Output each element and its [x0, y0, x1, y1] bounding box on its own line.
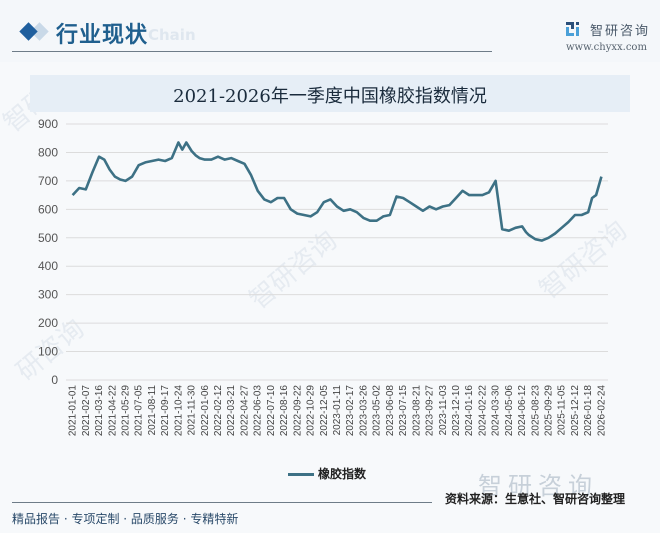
x-tick-label: 2023-07-15 — [398, 385, 409, 437]
data-source: 资料来源：生意社、智研咨询整理 — [445, 492, 626, 506]
x-tick-label: 2024-01-16 — [464, 385, 475, 437]
chart-title: 2021-2026年一季度中国橡胶指数情况 — [173, 86, 487, 107]
x-tick-label: 2025-09-29 — [544, 385, 555, 437]
x-tick-label: 2022-04-27 — [239, 385, 250, 437]
series-line — [71, 141, 603, 242]
x-tick-label: 2021-05-29 — [120, 385, 131, 437]
y-tick-label: 100 — [38, 345, 58, 359]
x-tick-label: 2023-06-08 — [385, 385, 396, 437]
legend-swatch — [288, 473, 314, 476]
x-tick-label: 2021-04-22 — [107, 385, 118, 437]
x-tick-label: 2024-03-30 — [491, 385, 502, 437]
x-tick-label: 2021-01-01 — [68, 385, 79, 437]
x-tick-label: 2024-06-12 — [517, 385, 528, 437]
x-tick-label: 2026-01-18 — [583, 385, 594, 437]
y-tick-label: 500 — [38, 231, 58, 245]
y-tick-label: 300 — [38, 288, 58, 302]
header-ghost-text: Chain — [148, 26, 196, 44]
x-tick-label: 2021-09-17 — [160, 385, 171, 437]
x-tick-label: 2021-10-24 — [173, 385, 184, 437]
brand-name: 智研咨询 — [590, 24, 651, 39]
y-tick-label: 600 — [38, 202, 58, 216]
legend-label: 橡胶指数 — [318, 467, 367, 481]
x-tick-label: 2023-01-11 — [332, 385, 343, 436]
y-tick-label: 200 — [38, 316, 58, 330]
x-tick-label: 2022-09-22 — [292, 385, 303, 437]
page-header: Chain 行业现状 智研咨询 www.chyxx.com — [0, 0, 660, 62]
header-divider — [12, 51, 492, 52]
y-tick-label: 800 — [38, 145, 58, 159]
x-tick-label: 2023-02-17 — [345, 385, 356, 437]
x-tick-label: 2023-03-26 — [358, 385, 369, 437]
x-tick-label: 2023-12-10 — [451, 385, 462, 437]
y-tick-label: 900 — [38, 117, 58, 131]
brand-logo-icon — [566, 22, 579, 36]
x-tick-label: 2022-01-06 — [200, 385, 211, 437]
y-tick-label: 700 — [38, 174, 58, 188]
footer-slogan: 精品报告 · 专项定制 · 品质服务 · 专精特新 — [12, 512, 239, 526]
brand-url: www.chyxx.com — [566, 42, 647, 53]
x-tick-label: 2022-03-21 — [226, 385, 237, 437]
x-tick-label: 2025-11-05 — [557, 385, 568, 436]
x-tick-label: 2023-09-27 — [425, 385, 436, 437]
x-tick-label: 2023-05-02 — [372, 385, 383, 437]
x-tick-label: 2021-03-16 — [94, 385, 105, 437]
x-tick-label: 2023-11-03 — [438, 385, 449, 436]
x-tick-label: 2024-02-22 — [477, 385, 488, 437]
x-tick-label: 2022-08-16 — [279, 385, 290, 437]
x-tick-label: 2022-02-12 — [213, 385, 224, 437]
x-tick-label: 2021-08-11 — [147, 385, 158, 436]
x-tick-label: 2024-05-06 — [504, 385, 515, 437]
x-tick-label: 2022-10-29 — [306, 385, 317, 437]
y-tick-label: 400 — [38, 259, 58, 273]
x-tick-label: 2022-07-10 — [266, 385, 277, 437]
x-tick-label: 2025-12-12 — [570, 385, 581, 437]
x-tick-label: 2022-12-05 — [319, 385, 330, 437]
chart-title-band: 2021-2026年一季度中国橡胶指数情况 — [30, 75, 630, 112]
x-tick-label: 2021-07-05 — [134, 385, 145, 437]
brand-watermark: 智研咨询 — [478, 472, 598, 500]
section-title: 行业现状 — [56, 23, 149, 48]
x-tick-label: 2025-08-23 — [530, 385, 541, 437]
footer-divider — [12, 502, 432, 503]
x-tick-label: 2026-02-24 — [596, 385, 607, 437]
x-tick-label: 2022-06-03 — [253, 385, 264, 437]
x-tick-label: 2021-02-07 — [81, 385, 92, 437]
y-tick-label: 0 — [51, 373, 58, 387]
x-tick-label: 2021-11-30 — [187, 385, 198, 436]
x-tick-label: 2023-08-21 — [411, 385, 422, 437]
